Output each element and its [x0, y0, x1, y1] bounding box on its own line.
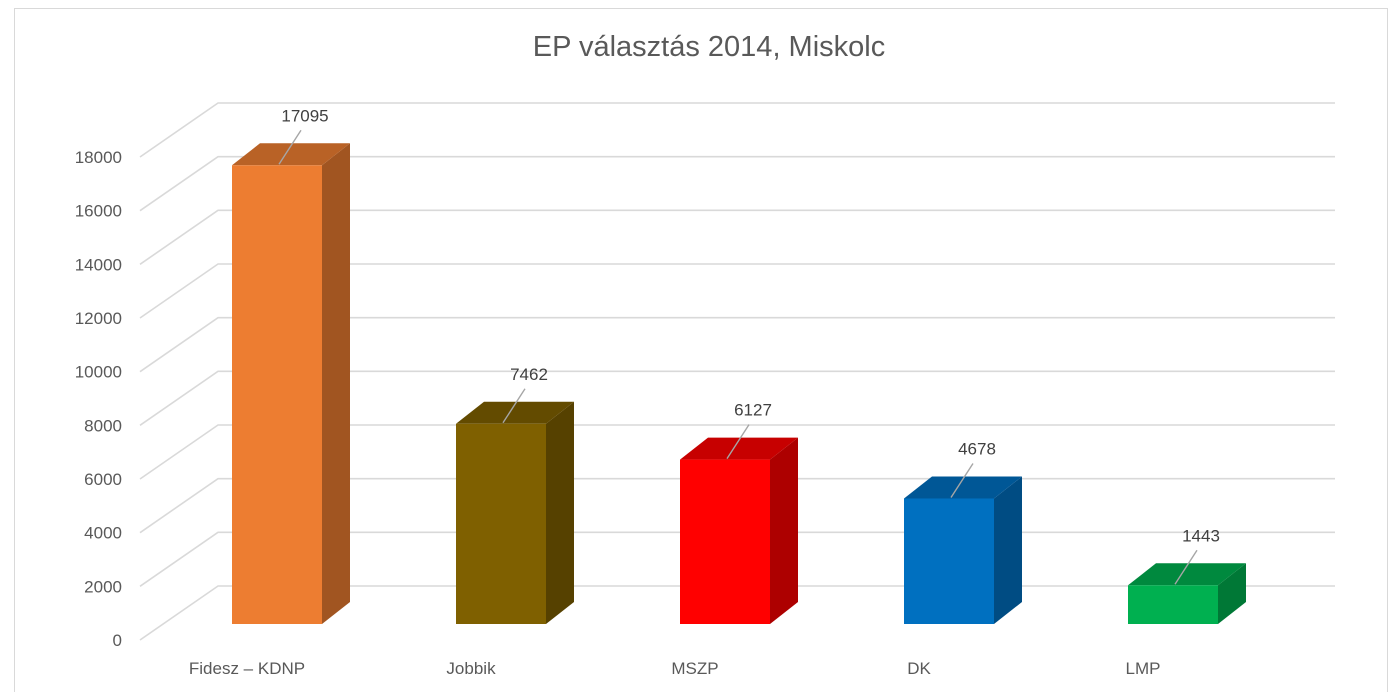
category-label: MSZP — [671, 659, 718, 678]
bar-top — [456, 401, 574, 424]
category-label: Fidesz – KDNP — [189, 659, 305, 678]
category-label: Jobbik — [446, 659, 496, 678]
bar-front — [456, 423, 546, 624]
x-axis: Fidesz – KDNP Jobbik MSZP DK LMP — [189, 659, 1161, 678]
bar-front — [680, 459, 770, 624]
bar — [904, 476, 1022, 624]
bar-top — [1128, 563, 1246, 586]
gridline — [139, 102, 1335, 158]
data-label: 1443 — [1182, 526, 1220, 545]
leader-line — [726, 424, 750, 459]
data-label: 6127 — [734, 401, 772, 420]
bar — [456, 401, 574, 624]
bar — [680, 437, 798, 624]
gridline — [139, 424, 1335, 480]
y-tick-label: 6000 — [84, 470, 122, 489]
gridline — [139, 209, 1335, 265]
bar-top — [904, 476, 1022, 499]
chart-title: EP választás 2014, Miskolc — [533, 31, 885, 63]
y-tick-label: 12000 — [75, 309, 122, 328]
bar-side — [994, 476, 1022, 624]
gridline — [139, 370, 1335, 426]
bar-front — [1128, 585, 1218, 624]
data-label: 7462 — [510, 365, 548, 384]
y-tick-label: 8000 — [84, 416, 122, 435]
data-label: 17095 — [281, 106, 328, 125]
y-tick-label: 18000 — [75, 148, 122, 167]
gridline — [139, 316, 1335, 373]
y-tick-label: 16000 — [75, 202, 122, 221]
bar-side — [546, 401, 574, 624]
bar-side — [322, 143, 350, 624]
bar — [1128, 563, 1246, 624]
y-tick-label: 10000 — [75, 363, 122, 382]
bar-front — [232, 165, 322, 624]
bar-side — [770, 437, 798, 624]
y-tick-label: 2000 — [84, 577, 122, 596]
leader-line — [278, 129, 302, 165]
bar-top — [680, 437, 798, 460]
bar-side — [1218, 563, 1246, 624]
category-label: LMP — [1126, 659, 1161, 678]
y-tick-label: 14000 — [75, 255, 122, 274]
bars — [232, 143, 1246, 624]
data-labels: 17095 7462 6127 4678 1443 — [278, 106, 1220, 585]
leader-line — [1174, 549, 1198, 585]
leader-line — [502, 388, 526, 424]
bar-front — [904, 498, 994, 624]
y-tick-label: 4000 — [84, 524, 122, 543]
y-axis: 0 2000 4000 6000 8000 10000 12000 14000 16000 180… — [75, 148, 122, 650]
data-label: 4678 — [958, 439, 996, 458]
gridlines — [139, 102, 1335, 641]
category-label: DK — [907, 659, 931, 678]
gridline — [139, 155, 1335, 212]
bar — [232, 143, 350, 624]
y-tick-label: 0 — [113, 631, 122, 650]
bar-top — [232, 143, 350, 166]
gridline — [139, 263, 1335, 319]
leader-line — [950, 463, 974, 498]
